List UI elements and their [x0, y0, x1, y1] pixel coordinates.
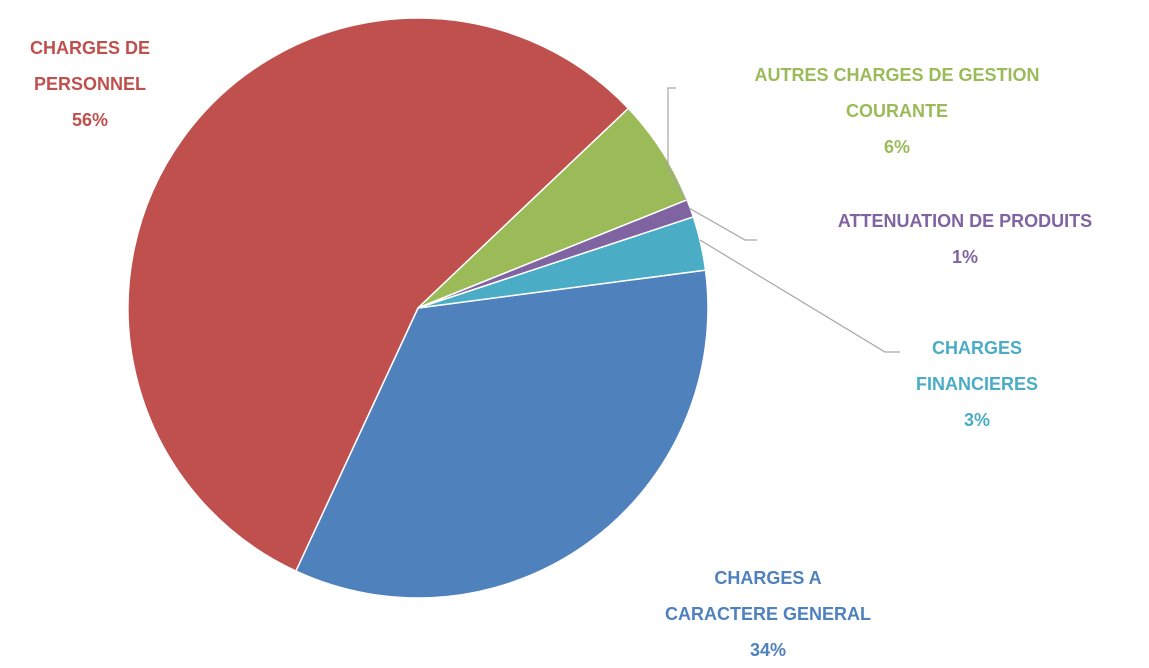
leader-line: [667, 87, 687, 201]
category-name: ATTENUATION DE PRODUITS: [837, 211, 1093, 231]
slice-label: CHARGES A CARACTERE GENERAL 34%: [661, 560, 876, 668]
percent-label: 34%: [749, 640, 787, 660]
leader-line: [699, 239, 900, 353]
category-name: AUTRES CHARGES DE GESTION COURANTE: [754, 65, 1040, 121]
pie-slice: [294, 269, 709, 599]
slice-label: ATTENUATION DE PRODUITS 1%: [775, 203, 1149, 275]
slice-label: AUTRES CHARGES DE GESTION COURANTE 6%: [717, 57, 1077, 165]
slice-label: CHARGES FINANCIERES 3%: [892, 330, 1062, 438]
category-name: CHARGES A CARACTERE GENERAL: [664, 568, 871, 624]
pie-slice: [417, 215, 707, 309]
percent-label: 56%: [71, 110, 109, 130]
percent-label: 3%: [963, 410, 990, 430]
percent-label: 6%: [883, 137, 910, 157]
slice-label: CHARGES DE PERSONNEL 56%: [5, 30, 175, 138]
pie-slice: [127, 17, 630, 573]
percent-label: 1%: [951, 247, 978, 267]
category-name: CHARGES DE PERSONNEL: [29, 38, 150, 94]
leader-line: [688, 207, 757, 241]
category-name: CHARGES FINANCIERES: [915, 338, 1038, 394]
